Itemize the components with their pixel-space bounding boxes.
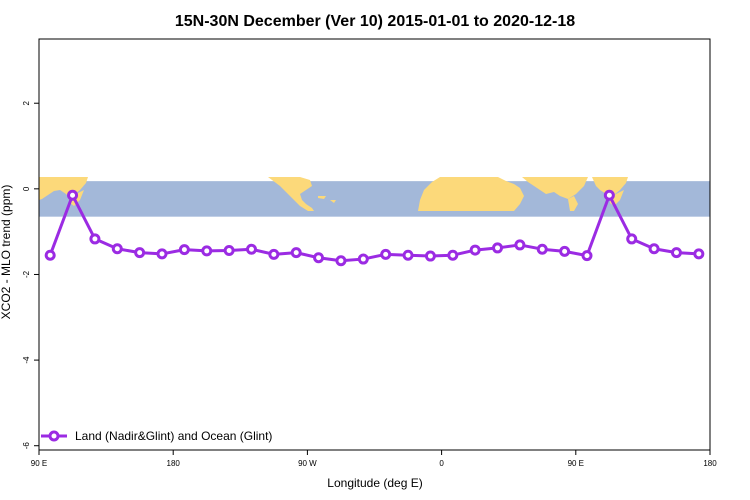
data-point bbox=[201, 245, 213, 257]
data-point bbox=[290, 247, 302, 259]
data-point bbox=[335, 255, 347, 267]
x-tick-label: 90 E bbox=[568, 459, 584, 468]
data-point bbox=[693, 248, 705, 260]
y-axis-label: XCO2 - MLO trend (ppm) bbox=[0, 185, 13, 320]
x-axis: 90 E 180 90 W 0 90 E 180 bbox=[31, 450, 717, 468]
data-point bbox=[424, 250, 436, 262]
x-tick-label: 0 bbox=[439, 459, 444, 468]
y-tick-label: 0 bbox=[22, 186, 31, 191]
world-map-band bbox=[39, 177, 710, 217]
plot-frame bbox=[38, 38, 711, 451]
x-tick-label: 180 bbox=[167, 459, 181, 468]
legend-label: Land (Nadir&Glint) and Ocean (Glint) bbox=[75, 429, 272, 443]
data-point bbox=[245, 243, 257, 255]
legend-marker-swatch bbox=[48, 430, 60, 442]
data-point bbox=[514, 239, 526, 251]
data-point bbox=[670, 247, 682, 259]
legend: Land (Nadir&Glint) and Ocean (Glint) bbox=[41, 429, 272, 443]
series-group bbox=[44, 189, 705, 267]
data-point bbox=[357, 253, 369, 265]
y-tick-label: -4 bbox=[22, 356, 31, 364]
data-point bbox=[223, 244, 235, 256]
y-tick-label: -6 bbox=[22, 442, 31, 450]
data-point bbox=[67, 189, 79, 201]
x-tick-label: 90 E bbox=[31, 459, 47, 468]
data-point bbox=[156, 248, 168, 260]
data-point bbox=[89, 233, 101, 245]
data-point bbox=[648, 243, 660, 255]
data-point bbox=[603, 189, 615, 201]
y-axis: 2 0 -2 -4 -6 bbox=[22, 100, 39, 449]
data-point bbox=[268, 248, 280, 260]
data-point bbox=[313, 252, 325, 264]
chart-title: 15N-30N December (Ver 10) 2015-01-01 to … bbox=[175, 13, 575, 30]
data-point bbox=[402, 249, 414, 261]
data-point bbox=[111, 243, 123, 255]
x-tick-label: 180 bbox=[703, 459, 717, 468]
data-point bbox=[581, 250, 593, 262]
map-land bbox=[39, 177, 628, 211]
data-point bbox=[134, 247, 146, 259]
data-point bbox=[178, 244, 190, 256]
data-point bbox=[559, 245, 571, 257]
data-point bbox=[626, 233, 638, 245]
data-point bbox=[44, 249, 56, 261]
data-point bbox=[469, 244, 481, 256]
y-tick-label: -2 bbox=[22, 270, 31, 278]
x-axis-label: Longitude (deg E) bbox=[327, 476, 422, 490]
data-point bbox=[492, 242, 504, 254]
x-tick-label: 90 W bbox=[298, 459, 317, 468]
data-point bbox=[447, 249, 459, 261]
data-point bbox=[380, 248, 392, 260]
data-point bbox=[536, 243, 548, 255]
y-tick-label: 2 bbox=[22, 100, 31, 105]
